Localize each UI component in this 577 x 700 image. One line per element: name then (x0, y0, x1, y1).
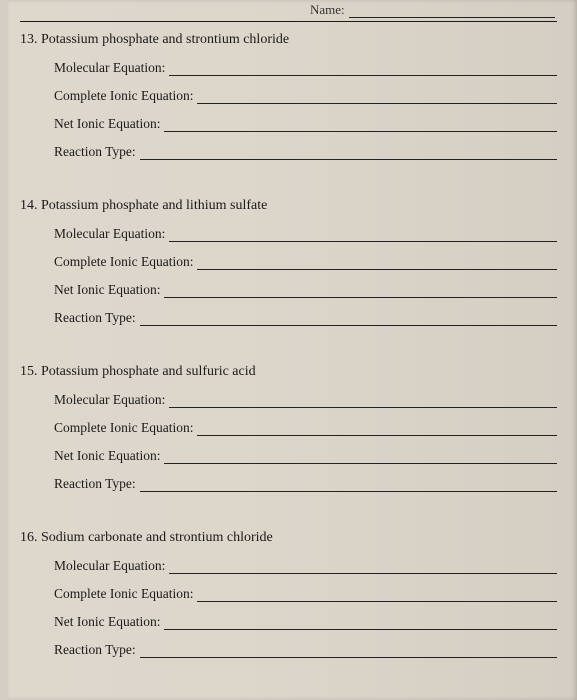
net-ionic-label: Net Ionic Equation: (54, 448, 160, 464)
worksheet-page: Name: 13. Potassium phosphate and stront… (8, 0, 577, 700)
question-text: Sodium carbonate and strontium chloride (41, 530, 273, 545)
reaction-type-row: Reaction Type: (54, 144, 557, 160)
complete-ionic-row: Complete Ionic Equation: (54, 420, 557, 436)
header-rule (20, 21, 557, 22)
reaction-type-label: Reaction Type: (54, 642, 136, 658)
reaction-type-row: Reaction Type: (54, 476, 557, 492)
question-title: 15. Potassium phosphate and sulfuric aci… (20, 364, 557, 380)
net-ionic-label: Net Ionic Equation: (54, 614, 160, 630)
complete-ionic-blank[interactable] (197, 90, 557, 104)
complete-ionic-label: Complete Ionic Equation: (54, 254, 193, 270)
net-ionic-label: Net Ionic Equation: (54, 282, 160, 298)
question-title: 16. Sodium carbonate and strontium chlor… (20, 530, 557, 546)
reaction-type-blank[interactable] (140, 312, 557, 326)
question-title: 13. Potassium phosphate and strontium ch… (20, 32, 557, 48)
reaction-type-label: Reaction Type: (54, 310, 136, 326)
question-title: 14. Potassium phosphate and lithium sulf… (20, 198, 557, 214)
net-ionic-row: Net Ionic Equation: (54, 282, 557, 298)
name-blank-line[interactable] (349, 4, 555, 18)
molecular-blank[interactable] (169, 560, 557, 574)
molecular-row: Molecular Equation: (54, 558, 557, 574)
molecular-blank[interactable] (169, 62, 557, 76)
question-text: Potassium phosphate and lithium sulfate (41, 198, 267, 213)
question-number: 14. (20, 198, 38, 213)
molecular-label: Molecular Equation: (54, 226, 165, 242)
name-row: Name: (310, 0, 555, 18)
complete-ionic-blank[interactable] (197, 256, 557, 270)
question-14: 14. Potassium phosphate and lithium sulf… (20, 198, 563, 326)
question-number: 15. (20, 364, 38, 379)
molecular-row: Molecular Equation: (54, 392, 557, 408)
molecular-row: Molecular Equation: (54, 226, 557, 242)
net-ionic-row: Net Ionic Equation: (54, 448, 557, 464)
molecular-label: Molecular Equation: (54, 60, 165, 76)
reaction-type-blank[interactable] (140, 478, 557, 492)
molecular-row: Molecular Equation: (54, 60, 557, 76)
question-number: 13. (20, 32, 38, 47)
net-ionic-blank[interactable] (164, 118, 557, 132)
net-ionic-label: Net Ionic Equation: (54, 116, 160, 132)
question-text: Potassium phosphate and sulfuric acid (41, 364, 256, 379)
name-label: Name: (310, 2, 345, 18)
question-15: 15. Potassium phosphate and sulfuric aci… (20, 364, 563, 492)
net-ionic-blank[interactable] (164, 450, 557, 464)
complete-ionic-label: Complete Ionic Equation: (54, 586, 193, 602)
molecular-label: Molecular Equation: (54, 392, 165, 408)
molecular-label: Molecular Equation: (54, 558, 165, 574)
question-16: 16. Sodium carbonate and strontium chlor… (20, 530, 563, 658)
reaction-type-row: Reaction Type: (54, 310, 557, 326)
reaction-type-label: Reaction Type: (54, 144, 136, 160)
reaction-type-blank[interactable] (140, 146, 557, 160)
net-ionic-row: Net Ionic Equation: (54, 116, 557, 132)
reaction-type-row: Reaction Type: (54, 642, 557, 658)
complete-ionic-blank[interactable] (197, 588, 557, 602)
net-ionic-blank[interactable] (164, 284, 557, 298)
question-13: 13. Potassium phosphate and strontium ch… (20, 32, 563, 160)
complete-ionic-row: Complete Ionic Equation: (54, 254, 557, 270)
reaction-type-label: Reaction Type: (54, 476, 136, 492)
molecular-blank[interactable] (169, 228, 557, 242)
complete-ionic-blank[interactable] (197, 422, 557, 436)
net-ionic-blank[interactable] (164, 616, 557, 630)
complete-ionic-label: Complete Ionic Equation: (54, 420, 193, 436)
question-number: 16. (20, 530, 38, 545)
net-ionic-row: Net Ionic Equation: (54, 614, 557, 630)
molecular-blank[interactable] (169, 394, 557, 408)
question-text: Potassium phosphate and strontium chlori… (41, 32, 289, 47)
complete-ionic-label: Complete Ionic Equation: (54, 88, 193, 104)
reaction-type-blank[interactable] (140, 644, 557, 658)
complete-ionic-row: Complete Ionic Equation: (54, 88, 557, 104)
complete-ionic-row: Complete Ionic Equation: (54, 586, 557, 602)
